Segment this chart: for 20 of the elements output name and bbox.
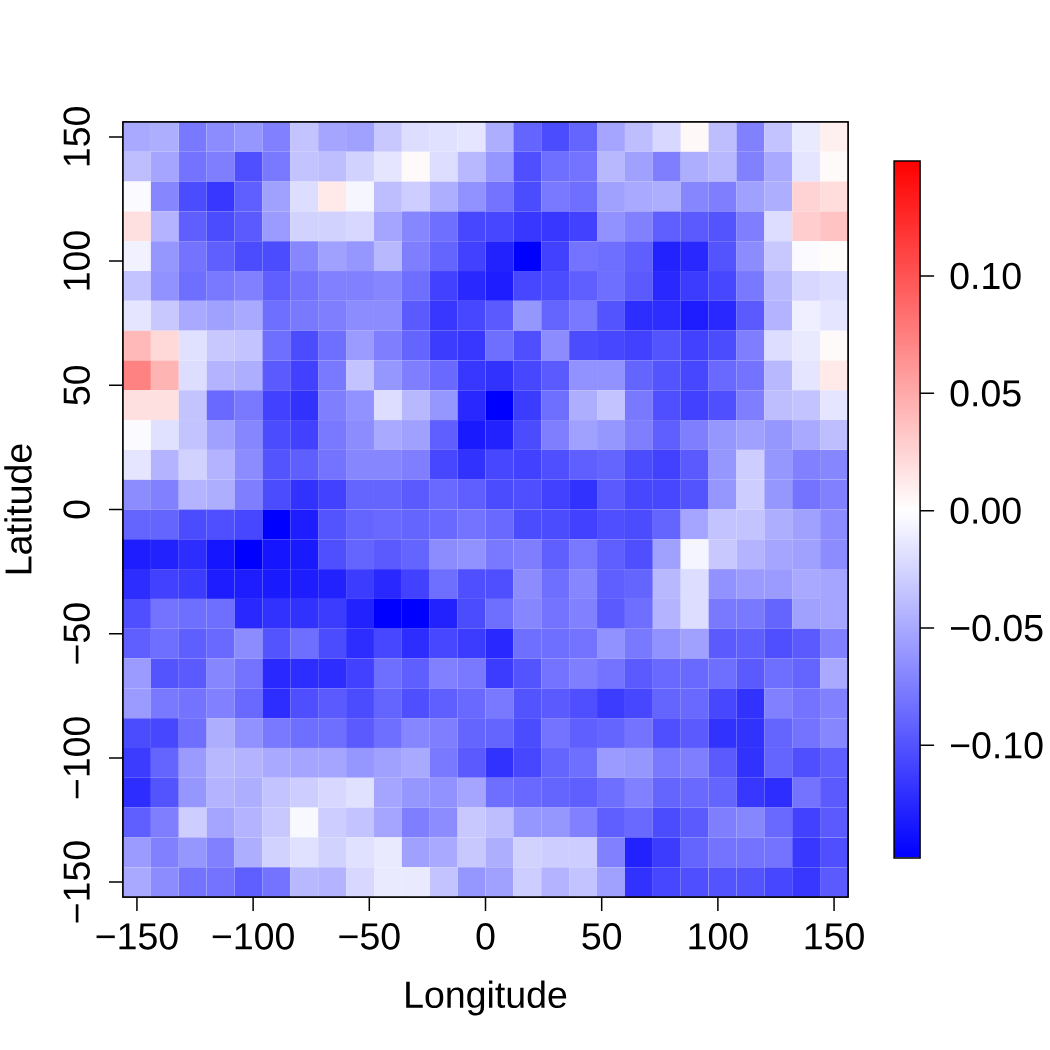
x-tick-label: −150 [96,923,178,950]
color-bar-label: 0.00 [950,497,1021,524]
color-bar-label: 0.05 [950,380,1021,407]
color-bar-label: 0.10 [950,262,1021,290]
x-tick-label: 0 [476,923,495,950]
y-tick-label: 50 [63,365,90,405]
x-tick-label: 100 [689,923,748,950]
color-bar-label: −0.05 [951,614,1043,642]
y-tick-label: −50 [63,603,90,664]
y-tick-label: 150 [63,107,90,166]
x-tick-label: −50 [339,923,400,950]
x-tick-label: 150 [805,923,864,950]
x-tick-label: 50 [582,923,622,950]
y-axis-title: Latitude [4,444,32,574]
y-tick-label: −100 [63,717,90,799]
color-bar-label: −0.10 [951,732,1043,759]
x-tick-label: −100 [212,923,294,950]
y-tick-label: 0 [63,500,90,519]
x-axis-title: Longitude [406,980,567,1016]
y-tick-label: 100 [63,231,90,290]
